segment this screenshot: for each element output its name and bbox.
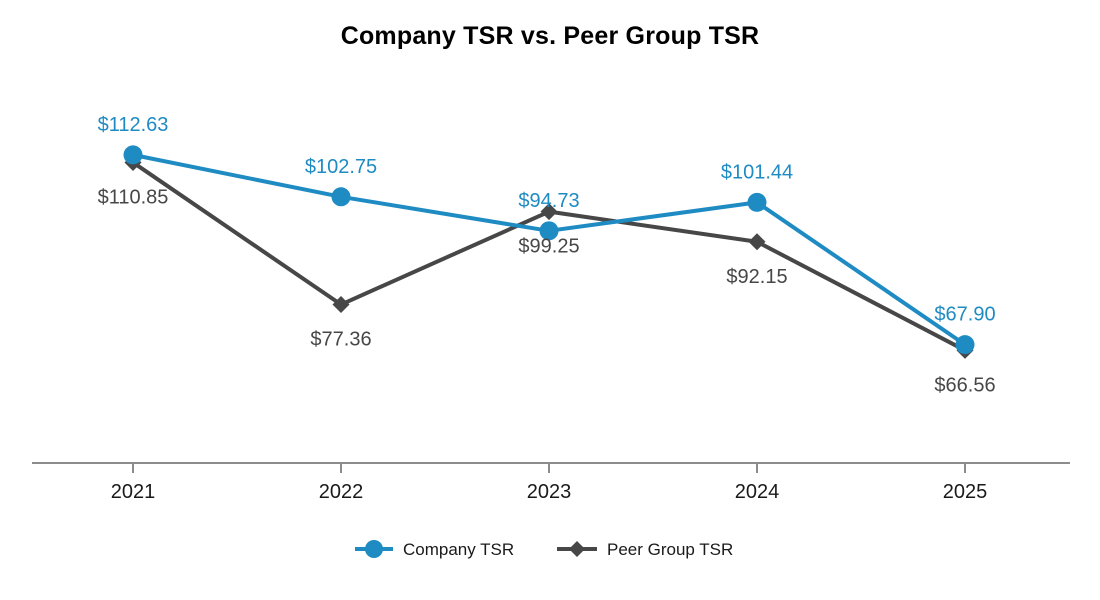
x-tick-label: 2022: [319, 481, 364, 503]
company-tsr-data-label-2024: $101.44: [721, 161, 793, 183]
company-tsr-data-label-2021: $112.63: [98, 114, 169, 136]
company-tsr-data-label-2022: $102.75: [305, 156, 377, 178]
legend-marker-circle-icon: [365, 540, 383, 558]
legend-label: Peer Group TSR: [607, 540, 733, 559]
peer-group-tsr-data-label-2021: $110.85: [98, 186, 169, 208]
peer-group-tsr-point-2022: [332, 296, 350, 314]
peer-group-tsr-data-label-2024: $92.15: [726, 266, 787, 288]
data-labels: $112.63 $102.75 $94.73 $101.44 $67.90 $110.85…: [98, 114, 996, 396]
legend-marker-diamond-icon: [569, 541, 585, 557]
company-tsr-point-2023: [539, 221, 559, 241]
x-axis: 2021 2022 2023 2024 2025: [32, 462, 1070, 503]
series-layer: [123, 145, 975, 359]
peer-group-tsr-data-label-2025: $66.56: [934, 374, 995, 396]
peer-group-tsr-point-2023: [540, 203, 558, 221]
legend-item-peer-group-tsr: Peer Group TSR: [557, 540, 733, 559]
company-tsr-data-label-2025: $67.90: [934, 304, 995, 326]
chart-title: Company TSR vs. Peer Group TSR: [340, 22, 760, 50]
x-tick-label: 2021: [111, 481, 156, 503]
legend-item-company-tsr: Company TSR: [355, 540, 514, 559]
company-tsr-point-2025: [955, 335, 975, 355]
x-tick-label: 2024: [735, 481, 780, 503]
company-tsr-point-2022: [331, 187, 351, 207]
x-tick-label: 2023: [527, 481, 572, 503]
peer-group-tsr-point-2024: [748, 233, 766, 251]
company-tsr-point-2024: [747, 192, 767, 212]
peer-group-tsr-data-label-2023: $99.25: [518, 236, 579, 258]
company-tsr-point-2021: [123, 145, 143, 165]
legend-label: Company TSR: [403, 540, 514, 559]
x-tick-label: 2025: [943, 481, 988, 503]
peer-group-tsr-data-label-2022: $77.36: [310, 329, 371, 351]
company-tsr-data-label-2023: $94.73: [518, 190, 579, 212]
legend: Company TSR Peer Group TSR: [355, 540, 733, 559]
